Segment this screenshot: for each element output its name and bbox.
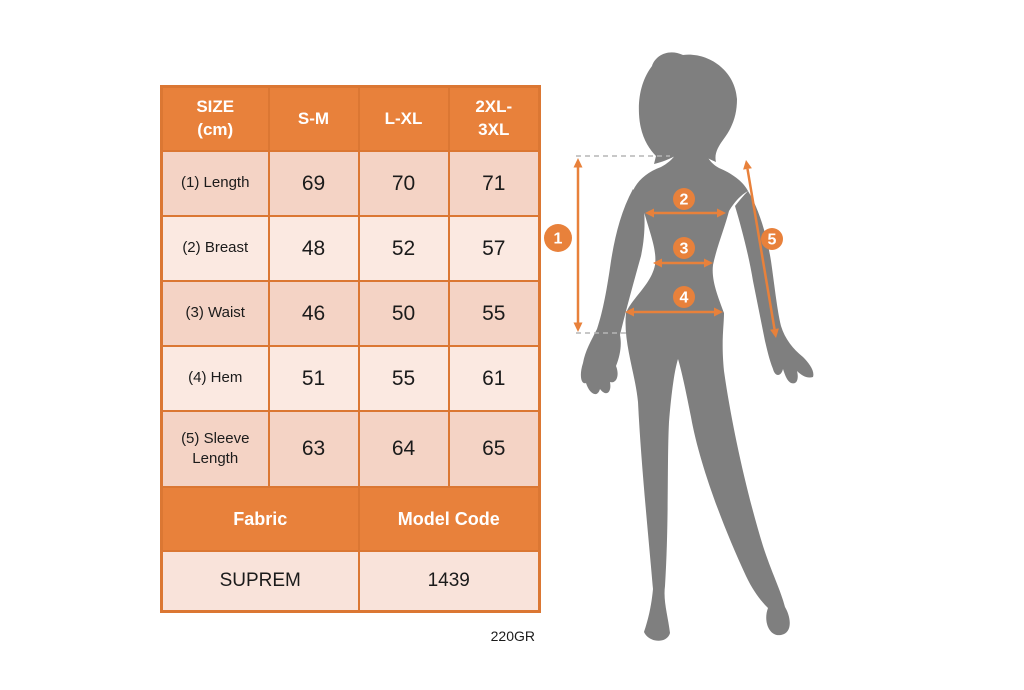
marker-badge-2: 2	[673, 188, 695, 210]
size-value-cell: 65	[447, 410, 541, 488]
size-table: SIZE (cm) S-M L-XL 2XL-3XL (1) Length 69…	[160, 85, 541, 613]
size-value-cell: 61	[447, 345, 541, 412]
size-value-cell: 51	[267, 345, 360, 412]
size-value-cell: 46	[267, 280, 360, 347]
model-code-value-cell: 1439	[357, 550, 541, 613]
marker-badge-1: 1	[544, 224, 572, 252]
weight-note: 220GR	[490, 628, 535, 644]
size-value-cell: 48	[267, 215, 360, 282]
size-value-cell: 52	[357, 215, 450, 282]
table-row-waist: (3) Waist 46 50 55	[160, 280, 541, 347]
svg-text:1: 1	[554, 231, 563, 248]
size-value-cell: 71	[447, 150, 541, 217]
header-cell-2xl-3xl: 2XL-3XL	[447, 85, 541, 152]
measure-arrow-hem	[625, 307, 723, 317]
size-value-cell: 63	[267, 410, 360, 488]
size-value-cell: 64	[357, 410, 450, 488]
size-value-cell: 55	[447, 280, 541, 347]
row-label: (4) Hem	[160, 345, 270, 412]
marker-badge-5: 5	[761, 228, 783, 250]
table-row-length: (1) Length 69 70 71	[160, 150, 541, 217]
size-value-cell: 57	[447, 215, 541, 282]
size-value-cell: 50	[357, 280, 450, 347]
svg-text:5: 5	[768, 232, 777, 249]
header-cell-s-m: S-M	[267, 85, 360, 152]
row-label: (2) Breast	[160, 215, 270, 282]
woman-silhouette	[580, 52, 814, 641]
table-row-hem: (4) Hem 51 55 61	[160, 345, 541, 412]
table-row-sleeve-length: (5) Sleeve Length 63 64 65	[160, 410, 541, 488]
svg-text:3: 3	[680, 241, 689, 258]
table-row-breast: (2) Breast 48 52 57	[160, 215, 541, 282]
row-label: (3) Waist	[160, 280, 270, 347]
table-footer-header-row: Fabric Model Code	[160, 486, 541, 552]
measure-arrow-length	[573, 158, 583, 332]
size-value-cell: 69	[267, 150, 360, 217]
table-footer-value-row: SUPREM 1439	[160, 550, 541, 613]
svg-text:2: 2	[680, 192, 689, 209]
row-label: (1) Length	[160, 150, 270, 217]
size-value-cell: 55	[357, 345, 450, 412]
measurement-figure: 1 2 3 4 5	[540, 40, 860, 680]
marker-badge-4: 4	[673, 286, 695, 308]
fabric-header-cell: Fabric	[160, 486, 360, 552]
svg-text:4: 4	[680, 290, 689, 307]
header-cell-l-xl: L-XL	[357, 85, 450, 152]
measure-arrow-sleeve	[743, 160, 779, 338]
size-value-cell: 70	[357, 150, 450, 217]
row-label: (5) Sleeve Length	[160, 410, 270, 488]
model-code-header-cell: Model Code	[357, 486, 541, 552]
fabric-value-cell: SUPREM	[160, 550, 360, 613]
measure-arrow-waist	[653, 258, 713, 268]
size-table-header-row: SIZE (cm) S-M L-XL 2XL-3XL	[160, 85, 541, 152]
measure-arrow-breast	[645, 208, 726, 218]
marker-badge-3: 3	[673, 237, 695, 259]
header-cell-size-cm: SIZE (cm)	[160, 85, 270, 152]
